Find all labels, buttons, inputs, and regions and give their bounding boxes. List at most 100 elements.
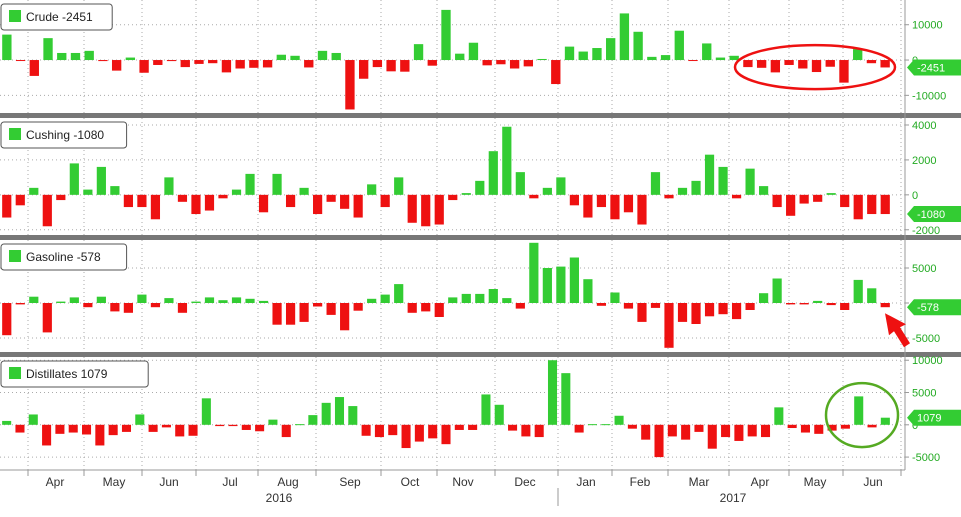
bar [218,194,228,199]
bar [29,187,39,195]
annotation-circle [824,381,900,449]
bar [674,30,684,61]
legend-swatch [9,10,21,22]
bar [688,60,698,62]
bar [96,166,106,195]
chart-panel-4: 10000 5000 0 -5000 Distillates 1079 1079 [0,355,961,470]
bar [2,303,12,336]
bar [272,303,282,325]
bar [853,279,863,303]
bar [70,52,81,61]
legend-label: Gasoline -578 [26,250,101,264]
bar [2,34,12,61]
legend-swatch [9,128,21,140]
bar [15,60,26,62]
bar [208,60,218,64]
bar [853,194,863,220]
legend-box [0,121,128,149]
bar [718,166,728,195]
bar [231,189,242,195]
bar [272,173,282,195]
bar [340,303,350,331]
bar [57,52,67,61]
bar [321,402,331,425]
bar [313,194,323,215]
bar [650,303,661,308]
bar [475,293,485,303]
bar [139,60,149,73]
bar [537,58,547,61]
bar [475,180,485,195]
bar [83,303,93,308]
bar [561,373,571,425]
bar [245,173,255,195]
bar [715,57,726,61]
bar [137,294,147,303]
latest-value-tag [907,409,961,426]
bar [596,303,607,306]
legend: Gasoline -578 [0,243,128,271]
bar [56,301,66,303]
bar [840,194,850,208]
bar [2,420,12,425]
bar [786,194,796,216]
bar [799,194,809,204]
bar [285,303,296,325]
bar [221,60,232,73]
bar [204,194,215,211]
bar [268,419,278,425]
bar [529,194,539,199]
legend-label: Cushing -1080 [26,128,104,142]
bar [660,55,671,61]
bar [853,49,863,61]
bar [667,424,677,437]
chart-panel-2: 4000 2000 0 -2000 Cushing -1080 -1080 [0,118,961,237]
bar [745,168,755,195]
bar [180,60,190,68]
bar [29,60,39,76]
bar [734,424,744,441]
bar [578,51,588,61]
x-tick-label: Mar [689,475,710,489]
bar [488,151,498,195]
legend-swatch [9,250,21,262]
y-tick-label: 5000 [912,388,936,400]
bar [691,180,701,195]
y-tick-label: 0 [912,190,918,202]
bar [556,177,566,195]
bar [15,424,25,433]
bar [308,415,318,425]
x-tick-label: Feb [630,475,651,489]
panel-separator [0,352,961,357]
bar [331,52,341,61]
bar [218,300,228,303]
bar [633,31,643,61]
bar [745,303,755,310]
bar [681,424,691,440]
bar [691,303,701,324]
bar [770,60,781,73]
bar [461,293,471,303]
bar [731,194,742,199]
bar [880,194,890,215]
bar [367,298,377,303]
bar [551,60,561,85]
bar [542,187,552,195]
bar [177,194,188,202]
bar [664,194,674,199]
legend: Cushing -1080 [0,121,128,149]
bar [177,303,188,313]
y-tick-label: -5000 [912,452,940,464]
latest-value-label: -1080 [917,209,945,221]
bar [407,303,417,313]
bar [123,303,133,313]
bar [110,303,120,312]
bar [299,303,309,322]
bar [867,288,877,303]
x-year-label: 2017 [720,491,747,505]
panel-separator [0,113,961,118]
y-tick-label: -2000 [912,225,940,237]
bar [258,300,269,303]
bar [534,424,544,438]
